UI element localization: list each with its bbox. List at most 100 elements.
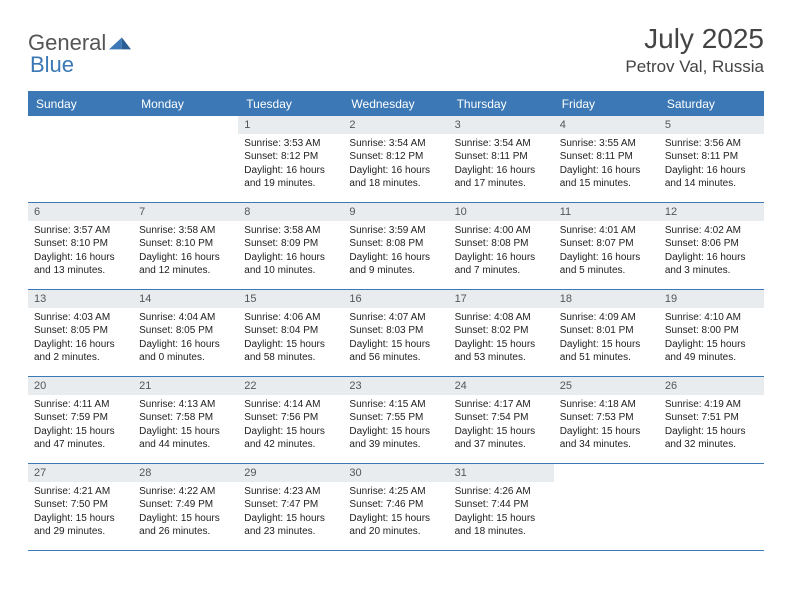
day-cell: 16Sunrise: 4:07 AMSunset: 8:03 PMDayligh… bbox=[343, 290, 448, 376]
day-body: Sunrise: 4:14 AMSunset: 7:56 PMDaylight:… bbox=[238, 395, 343, 456]
sunrise-text: Sunrise: 4:07 AM bbox=[349, 311, 442, 325]
day-number: 10 bbox=[449, 203, 554, 221]
day-body: Sunrise: 3:53 AMSunset: 8:12 PMDaylight:… bbox=[238, 134, 343, 195]
sunset-text: Sunset: 7:49 PM bbox=[139, 498, 232, 512]
day-number: 14 bbox=[133, 290, 238, 308]
daylight-line1: Daylight: 16 hours bbox=[34, 251, 127, 265]
day-body: Sunrise: 4:07 AMSunset: 8:03 PMDaylight:… bbox=[343, 308, 448, 369]
sunrise-text: Sunrise: 4:18 AM bbox=[560, 398, 653, 412]
day-body: Sunrise: 4:21 AMSunset: 7:50 PMDaylight:… bbox=[28, 482, 133, 543]
day-cell: 26Sunrise: 4:19 AMSunset: 7:51 PMDayligh… bbox=[659, 377, 764, 463]
daylight-line1: Daylight: 16 hours bbox=[560, 251, 653, 265]
day-body: Sunrise: 4:25 AMSunset: 7:46 PMDaylight:… bbox=[343, 482, 448, 543]
brand-part2-wrap: Blue bbox=[30, 52, 74, 78]
sunset-text: Sunset: 7:46 PM bbox=[349, 498, 442, 512]
day-number: 19 bbox=[659, 290, 764, 308]
day-number: 17 bbox=[449, 290, 554, 308]
calendar-body: ..1Sunrise: 3:53 AMSunset: 8:12 PMDaylig… bbox=[28, 116, 764, 551]
daylight-line2: and 7 minutes. bbox=[455, 264, 548, 278]
day-cell: 22Sunrise: 4:14 AMSunset: 7:56 PMDayligh… bbox=[238, 377, 343, 463]
day-cell: 23Sunrise: 4:15 AMSunset: 7:55 PMDayligh… bbox=[343, 377, 448, 463]
day-cell: 25Sunrise: 4:18 AMSunset: 7:53 PMDayligh… bbox=[554, 377, 659, 463]
sunset-text: Sunset: 8:10 PM bbox=[34, 237, 127, 251]
week-row: 27Sunrise: 4:21 AMSunset: 7:50 PMDayligh… bbox=[28, 464, 764, 551]
day-body: Sunrise: 3:54 AMSunset: 8:11 PMDaylight:… bbox=[449, 134, 554, 195]
week-row: 20Sunrise: 4:11 AMSunset: 7:59 PMDayligh… bbox=[28, 377, 764, 464]
sunrise-text: Sunrise: 4:02 AM bbox=[665, 224, 758, 238]
dayname-sat: Saturday bbox=[659, 93, 764, 116]
daylight-line2: and 17 minutes. bbox=[455, 177, 548, 191]
daylight-line1: Daylight: 15 hours bbox=[244, 425, 337, 439]
daylight-line2: and 29 minutes. bbox=[34, 525, 127, 539]
day-number: 1 bbox=[238, 116, 343, 134]
page: General July 2025 Petrov Val, Russia Blu… bbox=[0, 0, 792, 571]
sunrise-text: Sunrise: 4:23 AM bbox=[244, 485, 337, 499]
day-body: Sunrise: 3:57 AMSunset: 8:10 PMDaylight:… bbox=[28, 221, 133, 282]
day-cell: 10Sunrise: 4:00 AMSunset: 8:08 PMDayligh… bbox=[449, 203, 554, 289]
brand-triangle-icon bbox=[109, 34, 131, 52]
daylight-line2: and 10 minutes. bbox=[244, 264, 337, 278]
day-cell: . bbox=[659, 464, 764, 550]
day-number: 20 bbox=[28, 377, 133, 395]
sunset-text: Sunset: 8:01 PM bbox=[560, 324, 653, 338]
sunset-text: Sunset: 8:02 PM bbox=[455, 324, 548, 338]
sunrise-text: Sunrise: 3:54 AM bbox=[455, 137, 548, 151]
day-number: 8 bbox=[238, 203, 343, 221]
daylight-line2: and 5 minutes. bbox=[560, 264, 653, 278]
sunset-text: Sunset: 8:08 PM bbox=[349, 237, 442, 251]
sunrise-text: Sunrise: 4:08 AM bbox=[455, 311, 548, 325]
sunrise-text: Sunrise: 4:19 AM bbox=[665, 398, 758, 412]
day-body: Sunrise: 3:58 AMSunset: 8:09 PMDaylight:… bbox=[238, 221, 343, 282]
day-cell: 11Sunrise: 4:01 AMSunset: 8:07 PMDayligh… bbox=[554, 203, 659, 289]
sunrise-text: Sunrise: 4:10 AM bbox=[665, 311, 758, 325]
day-cell: 13Sunrise: 4:03 AMSunset: 8:05 PMDayligh… bbox=[28, 290, 133, 376]
daylight-line1: Daylight: 16 hours bbox=[665, 251, 758, 265]
day-number: 2 bbox=[343, 116, 448, 134]
day-number: 3 bbox=[449, 116, 554, 134]
daylight-line1: Daylight: 15 hours bbox=[139, 425, 232, 439]
daylight-line2: and 20 minutes. bbox=[349, 525, 442, 539]
day-body: Sunrise: 3:56 AMSunset: 8:11 PMDaylight:… bbox=[659, 134, 764, 195]
day-cell: 4Sunrise: 3:55 AMSunset: 8:11 PMDaylight… bbox=[554, 116, 659, 202]
sunrise-text: Sunrise: 4:14 AM bbox=[244, 398, 337, 412]
daylight-line1: Daylight: 15 hours bbox=[665, 425, 758, 439]
sunrise-text: Sunrise: 4:17 AM bbox=[455, 398, 548, 412]
day-cell: 2Sunrise: 3:54 AMSunset: 8:12 PMDaylight… bbox=[343, 116, 448, 202]
daylight-line2: and 47 minutes. bbox=[34, 438, 127, 452]
sunset-text: Sunset: 7:50 PM bbox=[34, 498, 127, 512]
sunset-text: Sunset: 8:03 PM bbox=[349, 324, 442, 338]
daylight-line2: and 13 minutes. bbox=[34, 264, 127, 278]
sunrise-text: Sunrise: 3:57 AM bbox=[34, 224, 127, 238]
sunrise-text: Sunrise: 3:56 AM bbox=[665, 137, 758, 151]
sunrise-text: Sunrise: 4:03 AM bbox=[34, 311, 127, 325]
day-body: Sunrise: 4:04 AMSunset: 8:05 PMDaylight:… bbox=[133, 308, 238, 369]
day-cell: 19Sunrise: 4:10 AMSunset: 8:00 PMDayligh… bbox=[659, 290, 764, 376]
sunset-text: Sunset: 8:12 PM bbox=[244, 150, 337, 164]
day-body: Sunrise: 4:01 AMSunset: 8:07 PMDaylight:… bbox=[554, 221, 659, 282]
day-cell: 8Sunrise: 3:58 AMSunset: 8:09 PMDaylight… bbox=[238, 203, 343, 289]
daylight-line2: and 19 minutes. bbox=[244, 177, 337, 191]
sunrise-text: Sunrise: 4:04 AM bbox=[139, 311, 232, 325]
daylight-line1: Daylight: 15 hours bbox=[244, 512, 337, 526]
sunrise-text: Sunrise: 3:54 AM bbox=[349, 137, 442, 151]
title-block: July 2025 Petrov Val, Russia bbox=[625, 24, 764, 77]
daylight-line1: Daylight: 15 hours bbox=[34, 512, 127, 526]
daylight-line1: Daylight: 15 hours bbox=[244, 338, 337, 352]
sunset-text: Sunset: 8:00 PM bbox=[665, 324, 758, 338]
brand-part2: Blue bbox=[30, 52, 74, 77]
day-body: Sunrise: 4:17 AMSunset: 7:54 PMDaylight:… bbox=[449, 395, 554, 456]
daylight-line2: and 53 minutes. bbox=[455, 351, 548, 365]
day-body: Sunrise: 4:23 AMSunset: 7:47 PMDaylight:… bbox=[238, 482, 343, 543]
month-title: July 2025 bbox=[625, 24, 764, 55]
daylight-line1: Daylight: 15 hours bbox=[349, 425, 442, 439]
day-body: Sunrise: 4:02 AMSunset: 8:06 PMDaylight:… bbox=[659, 221, 764, 282]
day-body: Sunrise: 4:19 AMSunset: 7:51 PMDaylight:… bbox=[659, 395, 764, 456]
day-cell: 30Sunrise: 4:25 AMSunset: 7:46 PMDayligh… bbox=[343, 464, 448, 550]
daylight-line2: and 32 minutes. bbox=[665, 438, 758, 452]
daylight-line1: Daylight: 16 hours bbox=[34, 338, 127, 352]
daylight-line1: Daylight: 15 hours bbox=[139, 512, 232, 526]
day-number: 16 bbox=[343, 290, 448, 308]
daylight-line2: and 58 minutes. bbox=[244, 351, 337, 365]
location: Petrov Val, Russia bbox=[625, 57, 764, 77]
day-body: Sunrise: 4:18 AMSunset: 7:53 PMDaylight:… bbox=[554, 395, 659, 456]
